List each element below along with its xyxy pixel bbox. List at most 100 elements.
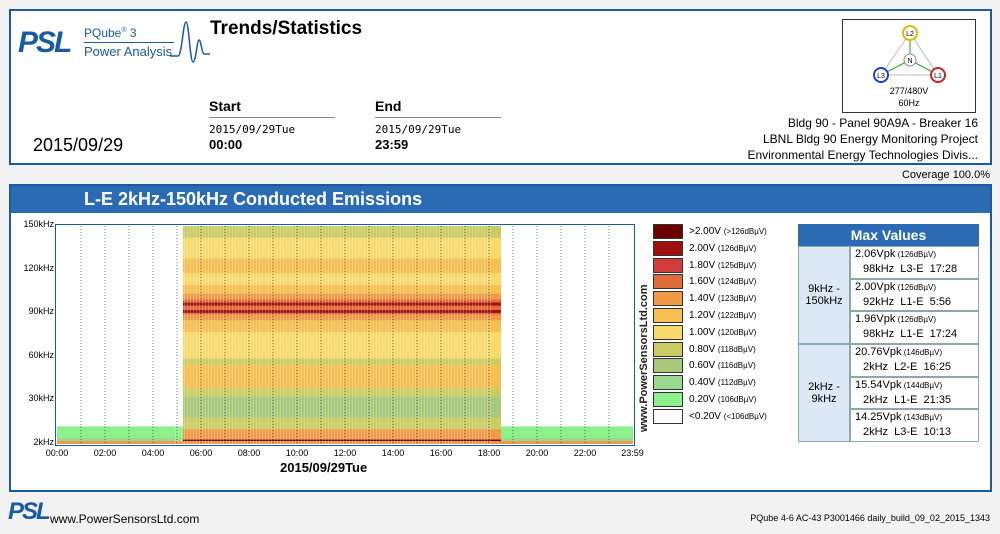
max-value-row: 1.96Vpk (126dBµV) 98kHz L1-E 17:24 bbox=[850, 311, 979, 344]
legend-item: 1.80V (125dBµV) bbox=[653, 257, 757, 273]
heatmap-grid bbox=[80, 226, 610, 444]
start-label: Start bbox=[209, 98, 241, 114]
end-divider bbox=[375, 117, 501, 118]
y-tick-label: 30kHz bbox=[28, 393, 54, 404]
svg-text:L3: L3 bbox=[877, 73, 885, 80]
x-tick-label: 10:00 bbox=[285, 448, 309, 458]
legend-label: 0.80V (118dBµV) bbox=[689, 343, 756, 355]
legend-swatch bbox=[653, 375, 683, 391]
legend-item: 1.60V (124dBµV) bbox=[653, 274, 757, 290]
legend-label: 1.00V (120dBµV) bbox=[689, 326, 757, 338]
legend-item: 0.20V (106dBµV) bbox=[653, 392, 756, 407]
legend-label: 0.40V (112dBµV) bbox=[689, 377, 756, 389]
coverage-text: Coverage 100.0% bbox=[901, 169, 990, 181]
footer-build-info: PQube 4-6 AC-43 P3001466 daily_build_09_… bbox=[750, 513, 990, 523]
location-line-3: Environmental Energy Technologies Divis.… bbox=[747, 148, 978, 162]
legend-label: 0.20V (106dBµV) bbox=[689, 394, 757, 405]
y-tick-label: 60kHz bbox=[28, 349, 54, 360]
max-value-row: 14.25Vpk (143dBµV) 2kHz L3-E 10:13 bbox=[850, 409, 979, 442]
x-tick-label: 20:00 bbox=[525, 448, 549, 458]
legend-label: 1.80V (125dBµV) bbox=[689, 259, 757, 271]
legend-label: 1.40V (123dBµV) bbox=[689, 293, 757, 305]
pqube-logo-text: PQube® 3 bbox=[84, 26, 137, 40]
header-panel bbox=[9, 9, 992, 165]
svg-text:L1: L1 bbox=[934, 73, 942, 80]
psl-logo: PSL bbox=[18, 26, 72, 59]
legend-label: >2.00V (>126dBµV) bbox=[689, 226, 767, 237]
x-tick-label: 18:00 bbox=[477, 448, 501, 458]
phase-voltage: 277/480V bbox=[890, 86, 929, 96]
power-analysis-text: Power Analysis bbox=[84, 44, 173, 59]
chart-panel-title: L-E 2kHz-150kHz Conducted Emissions bbox=[11, 186, 990, 213]
max-value-row: 2.00Vpk (126dBµV) 92kHz L1-E 5:56 bbox=[850, 278, 979, 312]
legend-swatch bbox=[653, 358, 683, 374]
phase-node-n: N bbox=[903, 53, 917, 67]
legend-item: 0.60V (116dBµV) bbox=[653, 358, 756, 374]
waveform-icon bbox=[170, 21, 210, 63]
legend-swatch bbox=[653, 274, 683, 290]
legend-label: 2.00V (126dBµV) bbox=[689, 242, 757, 254]
legend-swatch bbox=[653, 257, 683, 273]
start-divider bbox=[209, 117, 335, 118]
footer-url[interactable]: www.PowerSensorsLtd.com bbox=[50, 512, 200, 526]
x-tick-label: 06:00 bbox=[189, 448, 213, 458]
phase-node-l2: L2 bbox=[902, 25, 918, 41]
x-tick-label: 12:00 bbox=[333, 448, 357, 458]
max-value-row: 15.54Vpk (144dBµV) 2kHz L1-E 21:35 bbox=[850, 376, 979, 410]
start-time: 00:00 bbox=[209, 137, 243, 152]
location-line-1: Bldg 90 - Panel 90A9A - Breaker 16 bbox=[787, 116, 978, 130]
page-title: Trends/Statistics bbox=[210, 18, 363, 39]
y-tick-label: 90kHz bbox=[28, 306, 54, 317]
phase-diagram-graphic: L2 L3 L1 N 277/480V 60Hz bbox=[873, 25, 946, 108]
x-tick-label: 22:00 bbox=[573, 448, 597, 458]
max-values-group-label: 2kHz - 9kHz bbox=[798, 344, 850, 442]
max-values-group-label: 9kHz - 150kHz bbox=[798, 246, 850, 344]
y-tick-label: 150kHz bbox=[23, 219, 54, 229]
location-line-2: LBNL Bldg 90 Energy Monitoring Project bbox=[762, 132, 978, 146]
legend-item: 1.00V (120dBµV) bbox=[653, 324, 757, 340]
phase-node-l3: L3 bbox=[873, 67, 889, 83]
legend-swatch bbox=[653, 308, 683, 323]
max-value-row: 20.76Vpk (146dBµV) 2kHz L2-E 16:25 bbox=[850, 344, 979, 377]
end-label: End bbox=[375, 98, 402, 114]
max-values-title: Max Values bbox=[798, 224, 979, 246]
report-date: 2015/09/29 bbox=[33, 135, 124, 155]
legend-item: 1.20V (122dBµV) bbox=[653, 308, 756, 323]
footer-psl-logo: PSL bbox=[8, 498, 51, 525]
x-tick-label: 04:00 bbox=[141, 448, 165, 458]
svg-text:L2: L2 bbox=[906, 31, 914, 38]
legend-swatch bbox=[653, 324, 683, 340]
x-tick-label: 08:00 bbox=[237, 448, 261, 458]
max-value-row: 2.06Vpk (126dBµV) 98kHz L3-E 17:28 bbox=[850, 246, 979, 279]
legend-label: 0.60V (116dBµV) bbox=[689, 360, 756, 372]
x-tick-label: 02:00 bbox=[93, 448, 117, 458]
legend-item: 0.80V (118dBµV) bbox=[653, 341, 756, 357]
legend-label: 1.20V (122dBµV) bbox=[689, 310, 757, 321]
x-tick-label: 14:00 bbox=[381, 448, 405, 458]
y-tick-label: 120kHz bbox=[23, 262, 54, 273]
phase-diagram: L2 L3 L1 N 277/480V 60Hz bbox=[842, 19, 976, 113]
y-tick-label: 2kHz bbox=[33, 437, 54, 447]
legend-swatch bbox=[653, 224, 683, 239]
x-tick-label: 23:59 bbox=[621, 448, 644, 458]
end-date: 2015/09/29Tue bbox=[375, 123, 462, 136]
svg-text:N: N bbox=[907, 58, 912, 65]
legend-swatch bbox=[653, 291, 683, 307]
legend-label: 1.60V (124dBµV) bbox=[689, 276, 757, 288]
legend-item: <0.20V (<106dBµV) bbox=[653, 408, 767, 424]
legend-item: 1.40V (123dBµV) bbox=[653, 291, 757, 307]
legend-label: <0.20V (<106dBµV) bbox=[689, 410, 767, 422]
logo-divider bbox=[84, 42, 174, 43]
legend-swatch bbox=[653, 341, 683, 357]
watermark-text: www.PowerSensorsLtd.com bbox=[638, 284, 650, 432]
legend-swatch bbox=[653, 392, 683, 407]
heatmap-texture bbox=[175, 226, 493, 444]
end-time: 23:59 bbox=[375, 137, 409, 152]
x-axis-date: 2015/09/29Tue bbox=[280, 460, 368, 475]
legend-item: 2.00V (126dBµV) bbox=[653, 240, 757, 256]
legend-swatch bbox=[653, 408, 683, 424]
x-tick-label: 00:00 bbox=[45, 448, 69, 458]
legend-swatch bbox=[653, 240, 683, 256]
start-date: 2015/09/29Tue bbox=[209, 123, 296, 136]
legend-item: 0.40V (112dBµV) bbox=[653, 375, 756, 391]
